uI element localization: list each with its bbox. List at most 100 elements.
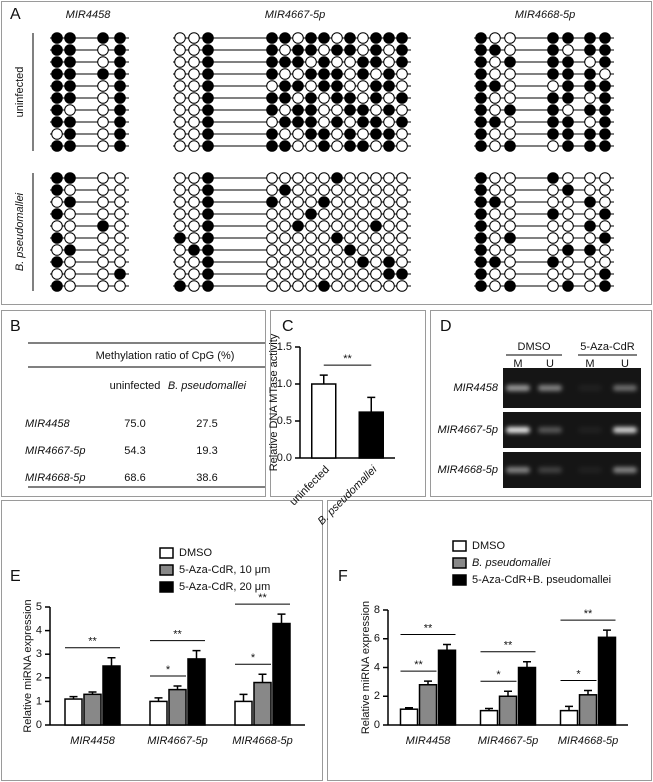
cpg-site bbox=[51, 244, 63, 256]
cpg-site bbox=[344, 268, 356, 280]
cpg-site bbox=[292, 92, 304, 104]
cpg-site bbox=[370, 184, 382, 196]
cpg-site bbox=[292, 172, 304, 184]
cpg-site bbox=[584, 172, 596, 184]
cpg-site bbox=[64, 196, 76, 208]
cpg-site bbox=[202, 68, 214, 80]
cpg-site bbox=[547, 280, 559, 292]
cpg-site bbox=[279, 44, 291, 56]
legend-swatch bbox=[452, 540, 467, 552]
cpg-site bbox=[599, 196, 611, 208]
cpg-site bbox=[504, 172, 516, 184]
cpg-site bbox=[357, 232, 369, 244]
cpg-site bbox=[396, 268, 408, 280]
cpg-site bbox=[292, 220, 304, 232]
legend-label: 5-Aza-CdR, 20 μm bbox=[179, 581, 270, 593]
cpg-site bbox=[584, 56, 596, 68]
cpg-site bbox=[318, 280, 330, 292]
cpg-site bbox=[174, 208, 186, 220]
cpg-site bbox=[584, 232, 596, 244]
treatment-label: DMSO bbox=[518, 341, 551, 353]
error-bar bbox=[319, 374, 328, 384]
cpg-site bbox=[292, 128, 304, 140]
cpg-site bbox=[599, 68, 611, 80]
significance-label: ** bbox=[173, 629, 182, 641]
cpg-site bbox=[64, 268, 76, 280]
cpg-site bbox=[64, 44, 76, 56]
cpg-site bbox=[292, 208, 304, 220]
cpg-site bbox=[489, 220, 501, 232]
cpg-site bbox=[305, 256, 317, 268]
cpg-site bbox=[547, 116, 559, 128]
cpg-site bbox=[562, 196, 574, 208]
cpg-site bbox=[188, 140, 200, 152]
cpg-site bbox=[64, 280, 76, 292]
cpg-site bbox=[97, 220, 109, 232]
cpg-site bbox=[305, 44, 317, 56]
cpg-site bbox=[266, 140, 278, 152]
y-tick-label: 0 bbox=[36, 719, 42, 731]
cpg-site bbox=[504, 56, 516, 68]
panel-label: C bbox=[282, 318, 294, 335]
cpg-site bbox=[318, 68, 330, 80]
cpg-site bbox=[370, 44, 382, 56]
gel-band bbox=[613, 385, 637, 391]
cpg-site bbox=[504, 68, 516, 80]
cpg-site bbox=[51, 280, 63, 292]
cpg-site bbox=[599, 220, 611, 232]
cpg-site bbox=[370, 92, 382, 104]
table-cell: 68.6 bbox=[124, 472, 145, 484]
cpg-site bbox=[318, 128, 330, 140]
cpg-site bbox=[279, 140, 291, 152]
cpg-site bbox=[64, 56, 76, 68]
cpg-site bbox=[114, 268, 126, 280]
gel-band bbox=[506, 385, 530, 391]
cpg-site bbox=[489, 32, 501, 44]
cpg-site bbox=[266, 232, 278, 244]
cpg-site bbox=[51, 268, 63, 280]
cpg-site bbox=[331, 80, 343, 92]
legend-label: B. pseudomallei bbox=[472, 557, 551, 569]
cpg-site bbox=[318, 196, 330, 208]
cpg-site bbox=[51, 172, 63, 184]
cpg-site bbox=[202, 232, 214, 244]
cpg-site bbox=[97, 184, 109, 196]
cpg-site bbox=[357, 44, 369, 56]
y-tick-label: 3 bbox=[36, 648, 42, 660]
cpg-site bbox=[383, 140, 395, 152]
cpg-site bbox=[331, 196, 343, 208]
cpg-site bbox=[344, 232, 356, 244]
cpg-site bbox=[97, 280, 109, 292]
cpg-site bbox=[188, 92, 200, 104]
cpg-site bbox=[114, 220, 126, 232]
bar bbox=[437, 649, 457, 726]
cpg-site bbox=[489, 208, 501, 220]
cpg-site bbox=[97, 196, 109, 208]
error-bar bbox=[485, 707, 493, 711]
x-tick-label: MIR4458 bbox=[406, 735, 452, 747]
y-tick-label: 2 bbox=[374, 690, 380, 702]
cpg-site bbox=[174, 184, 186, 196]
cpg-site bbox=[331, 256, 343, 268]
cpg-site bbox=[97, 128, 109, 140]
cpg-site bbox=[51, 256, 63, 268]
cpg-site bbox=[51, 220, 63, 232]
cpg-site bbox=[344, 184, 356, 196]
cpg-site bbox=[188, 244, 200, 256]
cpg-site bbox=[489, 128, 501, 140]
cpg-site bbox=[357, 244, 369, 256]
cpg-site bbox=[97, 172, 109, 184]
cpg-site bbox=[504, 256, 516, 268]
cpg-site bbox=[64, 256, 76, 268]
cpg-site bbox=[489, 44, 501, 56]
error-bar bbox=[565, 705, 573, 711]
cpg-site bbox=[396, 128, 408, 140]
cpg-site bbox=[396, 104, 408, 116]
group-label: B. pseudomallei bbox=[14, 192, 26, 271]
cpg-site bbox=[331, 68, 343, 80]
cpg-site bbox=[64, 172, 76, 184]
cpg-site bbox=[489, 56, 501, 68]
cpg-site bbox=[266, 128, 278, 140]
cpg-site bbox=[188, 172, 200, 184]
cpg-site bbox=[357, 280, 369, 292]
